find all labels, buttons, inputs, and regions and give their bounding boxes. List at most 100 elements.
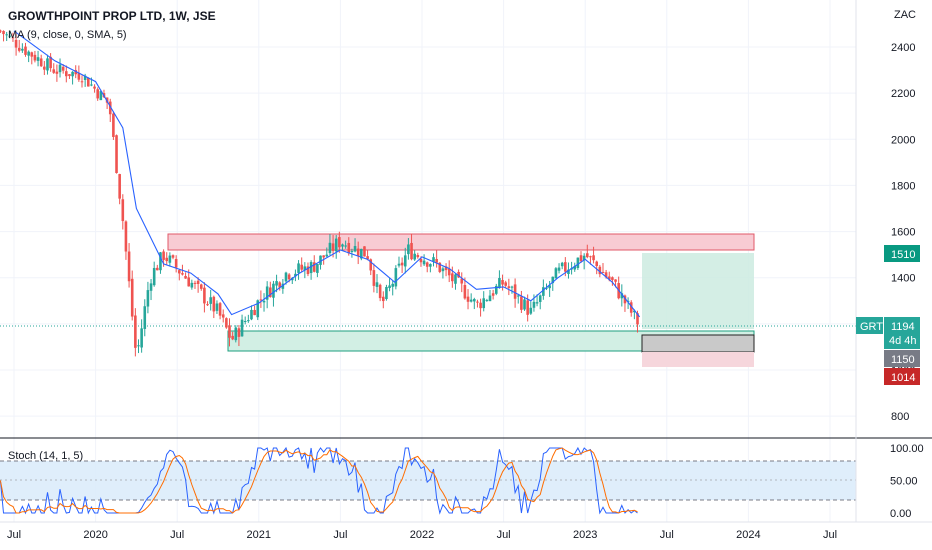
candle-body [300,264,303,270]
candle-body [548,285,551,289]
candle-body [504,282,507,286]
tag-last-price[interactable]: 1194 4d 4h [884,317,920,349]
candle-body [356,248,360,256]
candle-body [560,262,564,267]
candle-body [338,237,341,248]
candle-body [143,306,147,329]
stoch-tick-label: 50.00 [890,476,918,488]
candle-body [265,286,269,300]
candle-body [620,293,624,299]
candle-body [162,251,165,260]
candle-body [165,257,169,262]
candle-body [579,255,583,262]
candle-body [68,74,71,77]
candle-body [507,286,511,288]
candle-body [633,310,636,313]
stoch-axis[interactable]: 100.00 50.00 0.00 [890,443,924,520]
tag-stop[interactable]: 1014 [884,368,920,385]
candle-body [469,299,473,302]
candle-body [372,270,376,286]
svg-text:4d 4h: 4d 4h [889,335,917,347]
candle-body [532,301,536,308]
candle-body [209,297,212,304]
candle-body [199,284,203,289]
candle-body [253,309,256,316]
candle-body [479,302,482,309]
candle-body [466,296,470,302]
candle-body [520,296,523,310]
candle-body [557,267,561,271]
candle-body [391,283,395,287]
candle-body [86,77,90,87]
candle-body [149,283,153,291]
candle-body [93,86,96,89]
candle-body [381,296,385,302]
candle-body [316,263,319,273]
indicator-label[interactable]: MA (9, close, 0, SMA, 5) [8,29,127,41]
candle-body [585,253,589,258]
y-tick-label: 1800 [891,180,915,192]
candle-body [322,255,325,258]
svg-text:1510: 1510 [891,249,915,261]
candle-body [108,101,112,115]
candle-body [215,303,219,311]
candle-body [159,252,162,271]
candle-body [39,58,43,67]
candle-body [33,54,37,61]
tag-target[interactable]: 1510 [884,245,920,262]
candle-body [407,244,410,255]
position-target-area[interactable] [642,253,754,329]
candle-body [369,259,373,271]
y-tick-label: 2000 [891,134,915,146]
axis-currency: ZAC [894,9,916,21]
candle-body [360,248,363,259]
y-tick-label: 1400 [891,273,915,285]
time-axis[interactable]: Jul 2020 Jul 2021 Jul 2022 Jul 2023 Jul 2024 Jul [7,529,837,541]
candle-body [287,274,291,280]
candle-body [187,277,191,287]
candle-body [485,299,489,301]
candle-body [137,345,140,347]
y-tick-label: 800 [891,411,909,423]
candle-body [27,51,30,56]
candle-body [607,276,611,280]
position-stop-area[interactable] [642,352,754,367]
svg-text:GRT: GRT [860,321,883,333]
candle-body [611,277,614,280]
resistance-zone[interactable] [167,233,755,251]
candle-body [112,113,115,137]
candle-body [394,268,398,287]
candle-body [350,250,354,252]
candle-body [272,283,275,298]
chart-title[interactable]: GROWTHPOINT PROP LTD, 1W, JSE [8,9,216,23]
candle-body [61,66,65,71]
position-entry-area[interactable] [641,334,755,353]
candle-body [397,263,401,266]
candle-body [592,255,595,261]
candle-body [476,301,479,303]
tag-symbol[interactable]: GRT [856,317,883,334]
candle-body [65,71,68,77]
candle-body [49,56,52,69]
svg-text:1014: 1014 [891,372,915,384]
candle-body [55,71,59,74]
stoch-label[interactable]: Stoch (14, 1, 5) [8,450,83,462]
candle-body [378,284,382,299]
candle-body [30,52,34,57]
stoch-band [0,461,856,500]
candle-body [115,135,118,174]
candle-body [58,64,62,73]
x-tick-label: Jul [333,529,347,541]
candle-body [121,199,125,222]
candle-body [243,321,247,323]
candle-body [538,295,542,302]
tag-entry[interactable]: 1150 [884,350,920,367]
candle-body [510,286,514,288]
candle-body [526,300,529,315]
candle-body [629,302,633,313]
candle-body [247,320,250,322]
ma-line [13,30,641,318]
candle-body [347,242,351,254]
candle-body [8,35,12,37]
